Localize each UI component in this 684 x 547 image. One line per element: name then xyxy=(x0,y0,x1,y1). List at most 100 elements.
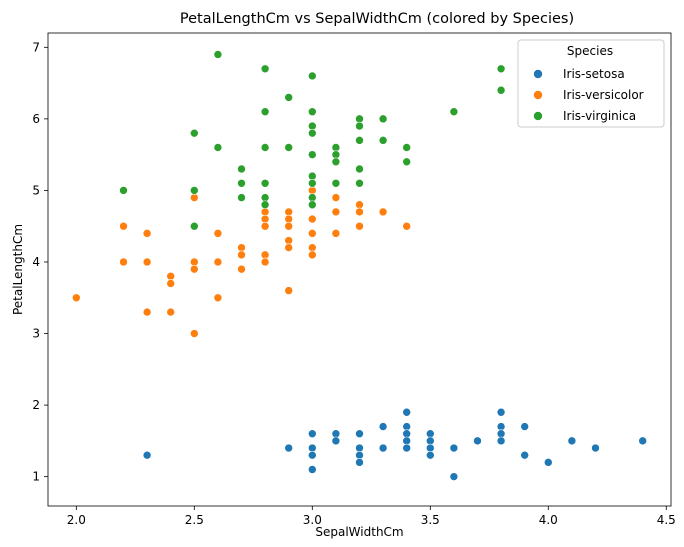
scatter-point-iris-versicolor xyxy=(142,257,152,267)
legend-items: Iris-setosa Iris-versicolor Iris-virginica xyxy=(533,67,644,123)
scatter-point-iris-setosa xyxy=(449,472,459,481)
scatter-point-iris-virginica xyxy=(308,150,317,159)
legend: Species Iris-setosa Iris-versicolor Iris-v… xyxy=(517,39,665,128)
scatter-point-iris-virginica xyxy=(378,114,388,124)
scatter-point-iris-virginica xyxy=(355,114,364,124)
scatter-point-iris-versicolor xyxy=(190,264,199,274)
legend-label: Iris-versicolor xyxy=(563,88,644,102)
scatter-point-iris-setosa xyxy=(520,422,529,431)
scatter-point-iris-virginica xyxy=(331,157,341,167)
scatter-point-iris-setosa xyxy=(496,436,506,446)
scatter-point-iris-versicolor xyxy=(284,221,294,231)
scatter-point-iris-versicolor xyxy=(308,250,317,260)
scatter-point-iris-versicolor xyxy=(213,229,223,238)
scatter-point-iris-versicolor xyxy=(190,329,199,338)
y-tick-label: 6 xyxy=(32,112,40,126)
y-tick-label: 4 xyxy=(32,255,40,269)
scatter-point-iris-virginica xyxy=(402,143,411,152)
scatter-point-iris-virginica xyxy=(260,64,270,74)
scatter-point-iris-virginica xyxy=(308,200,317,210)
scatter-point-iris-versicolor xyxy=(119,257,128,267)
x-axis-title: SepalWidthCm xyxy=(315,525,403,539)
legend-marker xyxy=(533,111,543,121)
scatter-point-iris-virginica xyxy=(308,171,317,181)
scatter-point-iris-virginica xyxy=(308,107,317,117)
scatter-point-iris-virginica xyxy=(260,200,270,210)
scatter-point-iris-versicolor xyxy=(308,214,317,224)
legend-box xyxy=(517,39,665,128)
scatter-point-iris-versicolor xyxy=(331,229,341,238)
scatter-point-iris-setosa xyxy=(308,443,317,453)
legend-marker xyxy=(533,90,543,100)
data-points xyxy=(72,50,647,481)
legend-label: Iris-virginica xyxy=(563,109,636,123)
x-tick-label: 3.0 xyxy=(303,513,322,527)
scatter-point-iris-setosa xyxy=(402,436,411,446)
scatter-point-iris-versicolor xyxy=(260,221,270,231)
scatter-point-iris-setosa xyxy=(402,407,411,417)
scatter-point-iris-versicolor xyxy=(331,193,341,202)
y-tick-label: 3 xyxy=(32,327,40,341)
scatter-point-iris-virginica xyxy=(496,85,506,95)
scatter-point-iris-virginica xyxy=(190,186,199,195)
scatter-point-iris-virginica xyxy=(260,178,270,188)
scatter-point-iris-setosa xyxy=(378,422,388,431)
chart-title: PetalLengthCm vs SepalWidthCm (colored b… xyxy=(180,11,574,27)
scatter-point-iris-virginica xyxy=(331,178,341,188)
scatter-point-iris-virginica xyxy=(260,143,270,152)
scatter-point-iris-versicolor xyxy=(284,207,294,217)
scatter-point-iris-virginica xyxy=(237,178,246,188)
scatter-point-iris-versicolor xyxy=(166,271,176,281)
scatter-point-iris-virginica xyxy=(237,193,246,202)
y-tick-label: 5 xyxy=(32,183,40,197)
scatter-point-iris-setosa xyxy=(284,443,294,453)
scatter-point-iris-virginica xyxy=(308,178,317,188)
scatter-point-iris-versicolor xyxy=(284,214,294,224)
scatter-point-iris-setosa xyxy=(449,443,459,453)
scatter-point-iris-setosa xyxy=(355,450,364,460)
scatter-point-iris-versicolor xyxy=(142,307,152,317)
scatter-point-iris-virginica xyxy=(355,164,364,174)
scatter-point-iris-versicolor xyxy=(402,221,411,231)
scatter-point-iris-versicolor xyxy=(308,243,317,252)
scatter-point-iris-versicolor xyxy=(284,286,294,295)
x-tick-label: 4.0 xyxy=(539,513,558,527)
scatter-point-iris-versicolor xyxy=(119,221,128,231)
scatter-point-iris-setosa xyxy=(638,436,647,446)
scatter-point-iris-setosa xyxy=(496,429,506,439)
scatter-point-iris-versicolor xyxy=(331,207,341,217)
scatter-point-iris-versicolor xyxy=(260,207,270,217)
scatter-point-iris-versicolor xyxy=(213,257,223,267)
scatter-point-iris-versicolor xyxy=(237,264,246,274)
scatter-point-iris-setosa xyxy=(473,436,482,446)
y-tick-label: 7 xyxy=(32,40,40,54)
scatter-point-iris-virginica xyxy=(378,136,388,145)
scatter-point-iris-virginica xyxy=(190,221,199,231)
scatter-point-iris-setosa xyxy=(402,443,411,453)
y-axis: 1 2 3 4 5 6 7 xyxy=(32,40,48,484)
scatter-point-iris-setosa xyxy=(355,429,364,439)
x-tick-label: 2.5 xyxy=(185,513,204,527)
scatter-point-iris-versicolor xyxy=(284,236,294,245)
scatter-point-iris-virginica xyxy=(355,121,364,131)
scatter-point-iris-setosa xyxy=(142,450,152,460)
y-axis-title: PetalLengthCm xyxy=(11,224,25,315)
scatter-point-iris-virginica xyxy=(190,128,199,138)
scatter-point-iris-setosa xyxy=(425,443,435,453)
scatter-point-iris-virginica xyxy=(284,93,294,102)
scatter-point-iris-virginica xyxy=(331,150,341,159)
legend-marker xyxy=(533,69,543,79)
scatter-point-iris-setosa xyxy=(331,436,341,446)
scatter-point-iris-setosa xyxy=(402,422,411,431)
scatter-point-iris-versicolor xyxy=(213,293,223,303)
scatter-point-iris-setosa xyxy=(543,458,553,467)
scatter-point-iris-versicolor xyxy=(142,229,152,238)
scatter-point-iris-versicolor xyxy=(260,214,270,224)
x-axis: 2.0 2.5 3.0 3.5 4.0 4.5 xyxy=(67,506,676,527)
scatter-point-iris-setosa xyxy=(591,443,600,453)
scatter-point-iris-versicolor xyxy=(166,307,176,317)
scatter-point-iris-versicolor xyxy=(308,229,317,238)
y-tick-label: 2 xyxy=(32,398,40,412)
scatter-point-iris-virginica xyxy=(260,107,270,117)
